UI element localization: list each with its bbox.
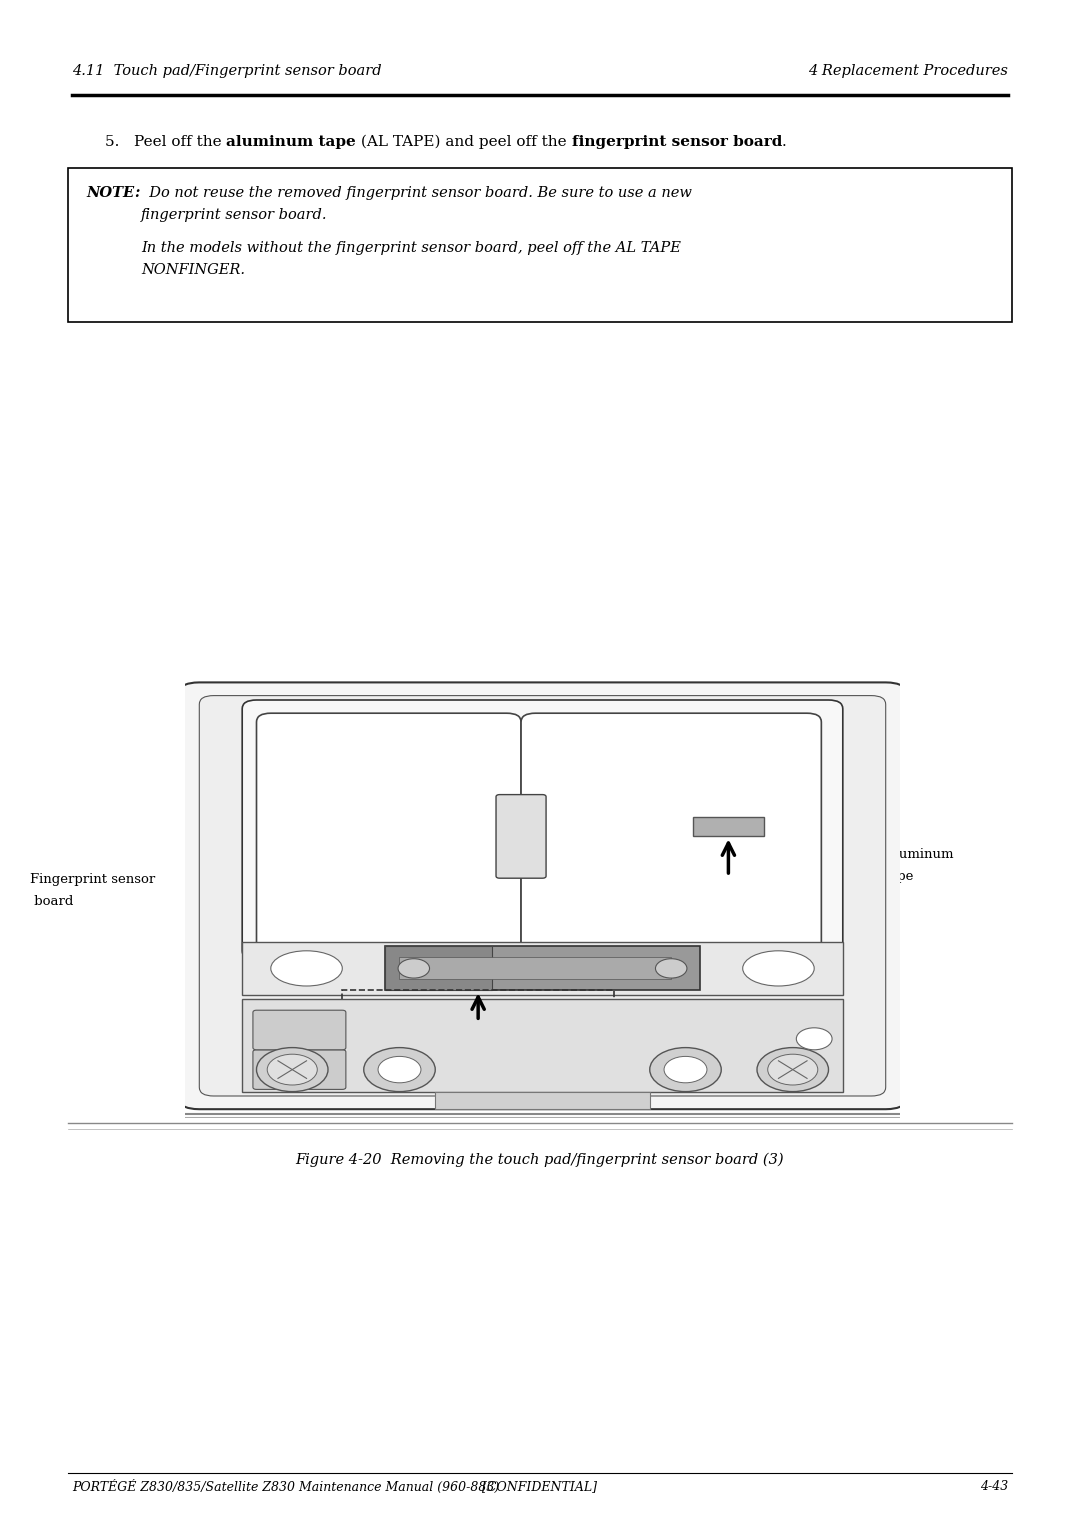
Text: board: board <box>30 895 73 908</box>
Circle shape <box>664 1056 707 1083</box>
Bar <box>242 941 842 995</box>
Circle shape <box>650 1048 721 1091</box>
Text: NOTE: NOTE <box>86 186 134 200</box>
Text: Do not reuse the removed fingerprint sensor board. Be sure to use a new: Do not reuse the removed fingerprint sen… <box>139 186 691 200</box>
Bar <box>400 958 671 979</box>
Ellipse shape <box>271 950 342 986</box>
Circle shape <box>768 1054 818 1085</box>
FancyBboxPatch shape <box>256 714 521 950</box>
Circle shape <box>796 1028 832 1050</box>
FancyBboxPatch shape <box>253 1010 346 1050</box>
FancyBboxPatch shape <box>253 1050 346 1089</box>
Circle shape <box>267 1054 318 1085</box>
FancyBboxPatch shape <box>178 683 907 1109</box>
Text: tape: tape <box>885 869 915 883</box>
Text: aluminum tape: aluminum tape <box>227 134 356 150</box>
Text: 4.11  Touch pad/Fingerprint sensor board: 4.11 Touch pad/Fingerprint sensor board <box>72 64 381 78</box>
Text: Figure 4-20  Removing the touch pad/fingerprint sensor board (3): Figure 4-20 Removing the touch pad/finge… <box>296 1154 784 1167</box>
Circle shape <box>256 1048 328 1091</box>
Bar <box>386 946 700 990</box>
Circle shape <box>656 958 687 978</box>
Text: Aluminum: Aluminum <box>885 848 954 860</box>
Text: Fingerprint sensor: Fingerprint sensor <box>30 872 156 886</box>
FancyBboxPatch shape <box>242 700 842 960</box>
Text: (AL TAPE) and peel off the: (AL TAPE) and peel off the <box>356 134 571 150</box>
Circle shape <box>757 1048 828 1091</box>
Bar <box>242 999 842 1091</box>
FancyBboxPatch shape <box>496 795 546 879</box>
FancyBboxPatch shape <box>200 695 886 1096</box>
Bar <box>68 168 1012 322</box>
Text: fingerprint sensor board.: fingerprint sensor board. <box>141 208 327 222</box>
Text: PORTÉGÉ Z830/835/Satellite Z830 Maintenance Manual (960-883): PORTÉGÉ Z830/835/Satellite Z830 Maintena… <box>72 1481 499 1494</box>
Text: fingerprint sensor board: fingerprint sensor board <box>571 134 782 150</box>
Bar <box>435 1091 650 1109</box>
FancyBboxPatch shape <box>521 714 822 950</box>
Text: [CONFIDENTIAL]: [CONFIDENTIAL] <box>483 1481 597 1493</box>
Bar <box>313 1013 356 1039</box>
Bar <box>342 990 615 1051</box>
Circle shape <box>364 1048 435 1091</box>
Text: .: . <box>782 134 787 150</box>
Text: NONFINGER.: NONFINGER. <box>141 263 245 277</box>
Bar <box>386 946 492 990</box>
Text: 5.   Peel off the: 5. Peel off the <box>105 134 227 150</box>
Circle shape <box>399 958 430 978</box>
Bar <box>692 816 765 836</box>
Circle shape <box>378 1056 421 1083</box>
Text: 4 Replacement Procedures: 4 Replacement Procedures <box>808 64 1008 78</box>
Text: 4-43: 4-43 <box>980 1481 1008 1493</box>
Ellipse shape <box>743 950 814 986</box>
Text: :: : <box>134 186 139 200</box>
Text: In the models without the fingerprint sensor board, peel off the AL TAPE: In the models without the fingerprint se… <box>141 241 680 255</box>
